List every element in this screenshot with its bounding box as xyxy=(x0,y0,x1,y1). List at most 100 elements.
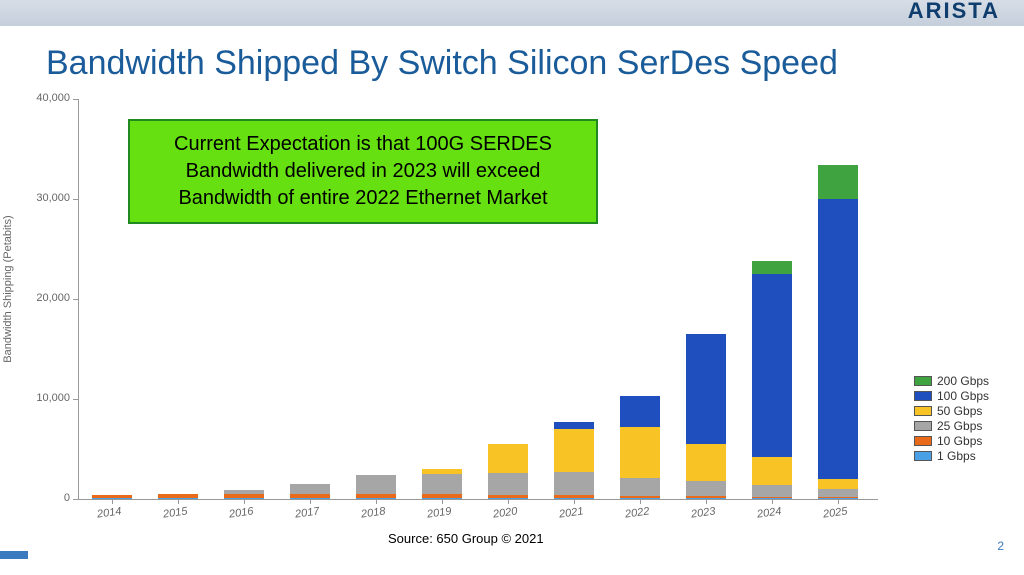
legend-label: 10 Gbps xyxy=(937,434,982,448)
x-tick-label: 2025 xyxy=(822,505,848,520)
bar-seg xyxy=(554,495,594,498)
y-tick-mark xyxy=(73,399,78,400)
legend-label: 200 Gbps xyxy=(937,374,989,388)
legend: 200 Gbps100 Gbps50 Gbps25 Gbps10 Gbps1 G… xyxy=(914,374,989,464)
bar-seg xyxy=(620,396,660,427)
legend-swatch xyxy=(914,451,932,461)
bar-seg xyxy=(92,495,132,498)
bar-seg xyxy=(488,495,528,499)
bar-seg xyxy=(290,484,330,494)
bar-2023 xyxy=(686,334,726,499)
y-tick-label: 30,000 xyxy=(8,192,70,204)
bar-seg xyxy=(224,490,264,495)
chart-source: Source: 650 Group © 2021 xyxy=(388,531,544,546)
legend-swatch xyxy=(914,421,932,431)
x-tick-label: 2020 xyxy=(492,505,518,520)
bar-seg xyxy=(356,475,396,494)
legend-label: 50 Gbps xyxy=(937,404,982,418)
bar-seg xyxy=(620,478,660,496)
header-band: ARISTA xyxy=(0,0,1024,26)
legend-item: 25 Gbps xyxy=(914,419,989,433)
x-tick-label: 2017 xyxy=(294,505,320,520)
x-tick-container: 2014201520162017201820192020202120222023… xyxy=(78,501,878,531)
bar-seg xyxy=(488,444,528,473)
legend-item: 200 Gbps xyxy=(914,374,989,388)
callout-line: Bandwidth delivered in 2023 will exceed xyxy=(150,158,576,185)
bar-seg xyxy=(620,427,660,478)
bar-seg xyxy=(488,473,528,495)
bar-2018 xyxy=(356,475,396,499)
chart-container: Bandwidth Shipping (Petabits) 010,00020,… xyxy=(0,89,1024,559)
bar-2021 xyxy=(554,422,594,499)
bar-seg xyxy=(752,497,792,499)
bar-seg xyxy=(752,261,792,274)
x-axis-line xyxy=(78,499,878,500)
bar-seg xyxy=(356,494,396,498)
x-tick-label: 2022 xyxy=(624,505,650,520)
legend-label: 100 Gbps xyxy=(937,389,989,403)
y-tick-mark xyxy=(73,499,78,500)
bar-2016 xyxy=(224,490,264,499)
bar-2022 xyxy=(620,396,660,499)
callout-line: Bandwidth of entire 2022 Ethernet Market xyxy=(150,185,576,212)
legend-swatch xyxy=(914,406,932,416)
legend-swatch xyxy=(914,391,932,401)
callout-line: Current Expectation is that 100G SERDES xyxy=(150,131,576,158)
bar-seg xyxy=(158,494,198,498)
bar-seg xyxy=(554,472,594,495)
bar-seg xyxy=(818,199,858,479)
bar-2020 xyxy=(488,444,528,499)
bar-seg xyxy=(752,485,792,497)
bar-seg xyxy=(686,496,726,498)
bar-seg xyxy=(686,334,726,444)
bar-seg xyxy=(818,479,858,489)
bar-seg xyxy=(686,444,726,481)
slide-title: Bandwidth Shipped By Switch Silicon SerD… xyxy=(0,26,1024,89)
bar-seg xyxy=(686,481,726,496)
y-tick-label: 10,000 xyxy=(8,392,70,404)
x-tick-label: 2021 xyxy=(558,505,584,520)
y-tick-container: 010,00020,00030,00040,000 xyxy=(0,99,70,499)
bar-seg xyxy=(818,489,858,497)
x-tick-label: 2018 xyxy=(360,505,386,520)
y-tick-label: 0 xyxy=(8,492,70,504)
page-number: 2 xyxy=(997,539,1004,553)
x-tick-label: 2015 xyxy=(162,505,188,520)
y-tick-mark xyxy=(73,299,78,300)
y-tick-label: 40,000 xyxy=(8,92,70,104)
y-axis-line xyxy=(78,99,79,499)
y-tick-label: 20,000 xyxy=(8,292,70,304)
bar-seg xyxy=(752,274,792,457)
x-tick-label: 2014 xyxy=(96,505,122,520)
corner-tab xyxy=(0,551,28,559)
bar-seg xyxy=(422,474,462,494)
legend-swatch xyxy=(914,436,932,446)
bar-seg xyxy=(422,469,462,474)
brand-logo: ARISTA xyxy=(908,0,1000,24)
bar-seg xyxy=(818,165,858,199)
bar-seg xyxy=(554,429,594,472)
y-tick-mark xyxy=(73,199,78,200)
bar-seg xyxy=(554,422,594,429)
bar-seg xyxy=(224,494,264,498)
bar-2025 xyxy=(818,165,858,499)
legend-item: 100 Gbps xyxy=(914,389,989,403)
bar-2019 xyxy=(422,469,462,499)
x-tick-label: 2016 xyxy=(228,505,254,520)
bar-2017 xyxy=(290,484,330,499)
legend-item: 10 Gbps xyxy=(914,434,989,448)
x-tick-label: 2024 xyxy=(756,505,782,520)
bar-seg xyxy=(290,494,330,498)
bar-seg xyxy=(752,457,792,485)
legend-label: 1 Gbps xyxy=(937,449,976,463)
legend-label: 25 Gbps xyxy=(937,419,982,433)
legend-item: 50 Gbps xyxy=(914,404,989,418)
callout-box: Current Expectation is that 100G SERDES … xyxy=(128,119,598,224)
bar-seg xyxy=(620,496,660,499)
bar-2024 xyxy=(752,261,792,499)
y-tick-mark xyxy=(73,99,78,100)
x-tick-label: 2023 xyxy=(690,505,716,520)
bar-seg xyxy=(422,494,462,498)
legend-item: 1 Gbps xyxy=(914,449,989,463)
legend-swatch xyxy=(914,376,932,386)
